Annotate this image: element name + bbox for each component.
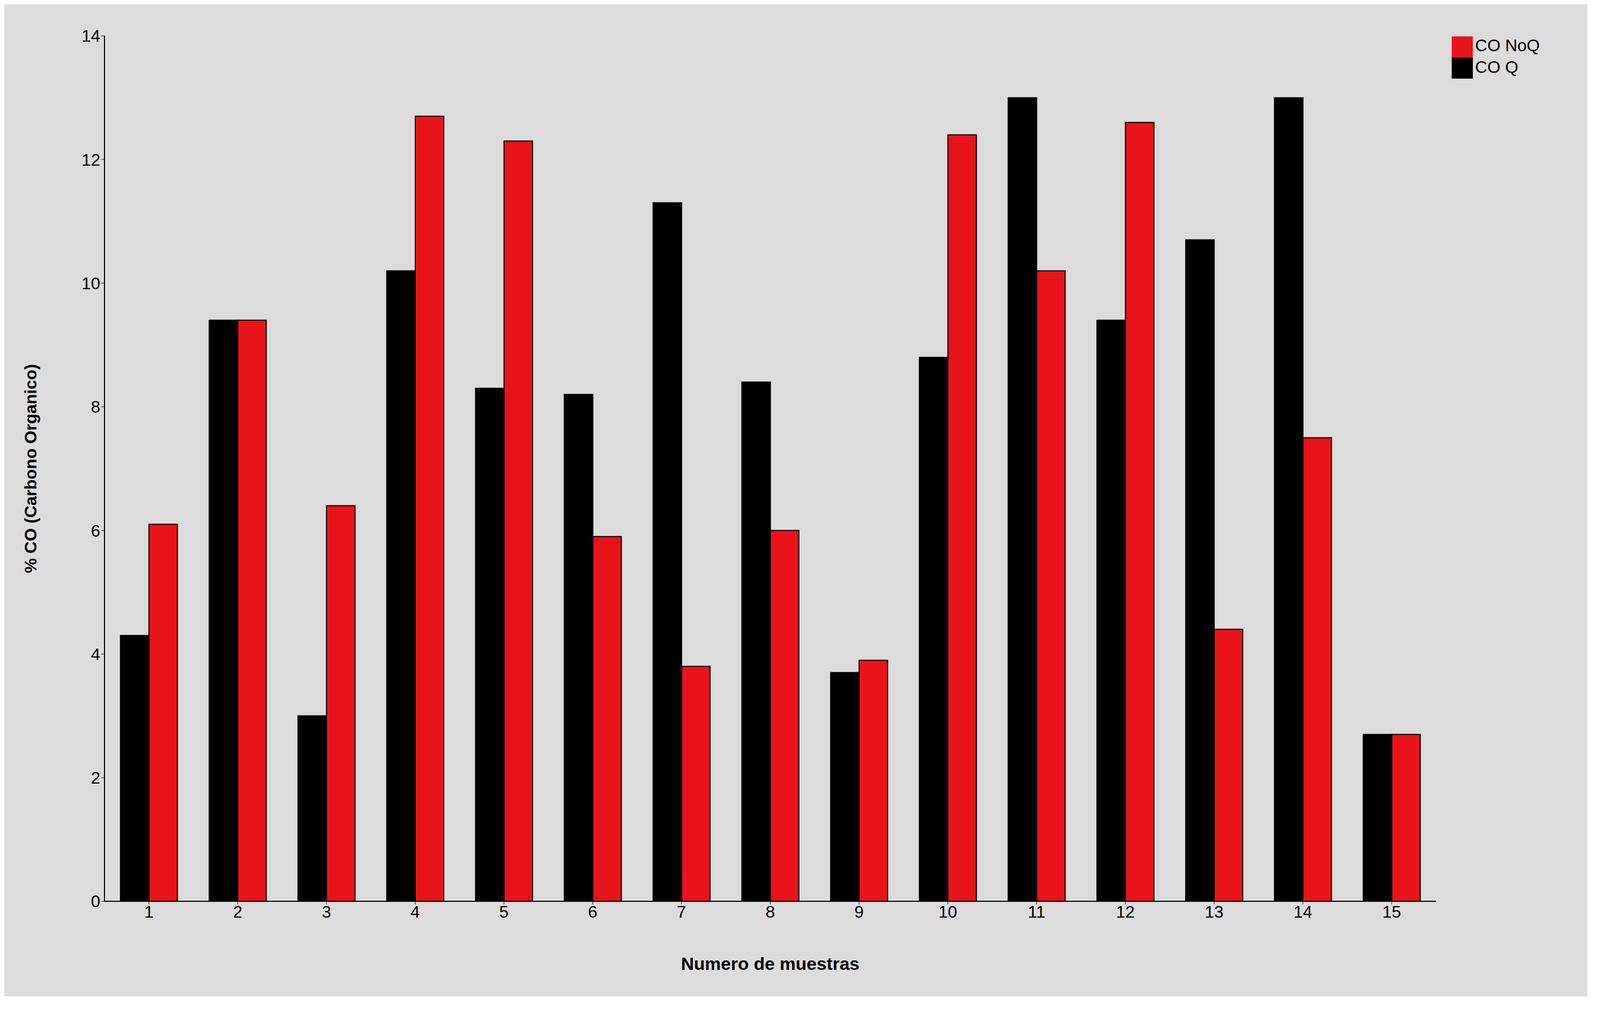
svg-text:Numero de muestras: Numero de muestras — [681, 953, 860, 974]
svg-text:4: 4 — [90, 644, 101, 664]
html-text:CO Q: CO Q — [1475, 57, 1519, 77]
svg-text:11: 11 — [1027, 902, 1046, 922]
html-text:CO NoQ: CO NoQ — [1475, 35, 1540, 55]
svg-text:10: 10 — [938, 902, 958, 922]
svg-text:7: 7 — [677, 902, 687, 922]
svg-text:1: 1 — [144, 902, 154, 922]
svg-text:12: 12 — [1116, 902, 1136, 922]
svg-text:4: 4 — [410, 902, 421, 922]
svg-text:14: 14 — [81, 26, 101, 46]
svg-text:6: 6 — [587, 902, 598, 922]
svg-text:9: 9 — [854, 902, 864, 922]
svg-text:% CO (Carbono Organico): % CO (Carbono Organico) — [21, 364, 41, 574]
svg-text:2: 2 — [90, 768, 101, 788]
svg-text:10: 10 — [81, 273, 101, 293]
svg-text:6: 6 — [90, 521, 101, 541]
svg-text:8: 8 — [765, 902, 776, 922]
svg-text:0: 0 — [90, 891, 101, 911]
svg-text:3: 3 — [321, 902, 332, 922]
svg-text:2: 2 — [232, 902, 243, 922]
svg-text:14: 14 — [1293, 902, 1313, 922]
svg-text:12: 12 — [81, 150, 101, 170]
svg-text:15: 15 — [1382, 902, 1402, 922]
svg-text:8: 8 — [90, 397, 101, 417]
svg-text:13: 13 — [1204, 902, 1224, 922]
svg-text:5: 5 — [499, 902, 509, 922]
